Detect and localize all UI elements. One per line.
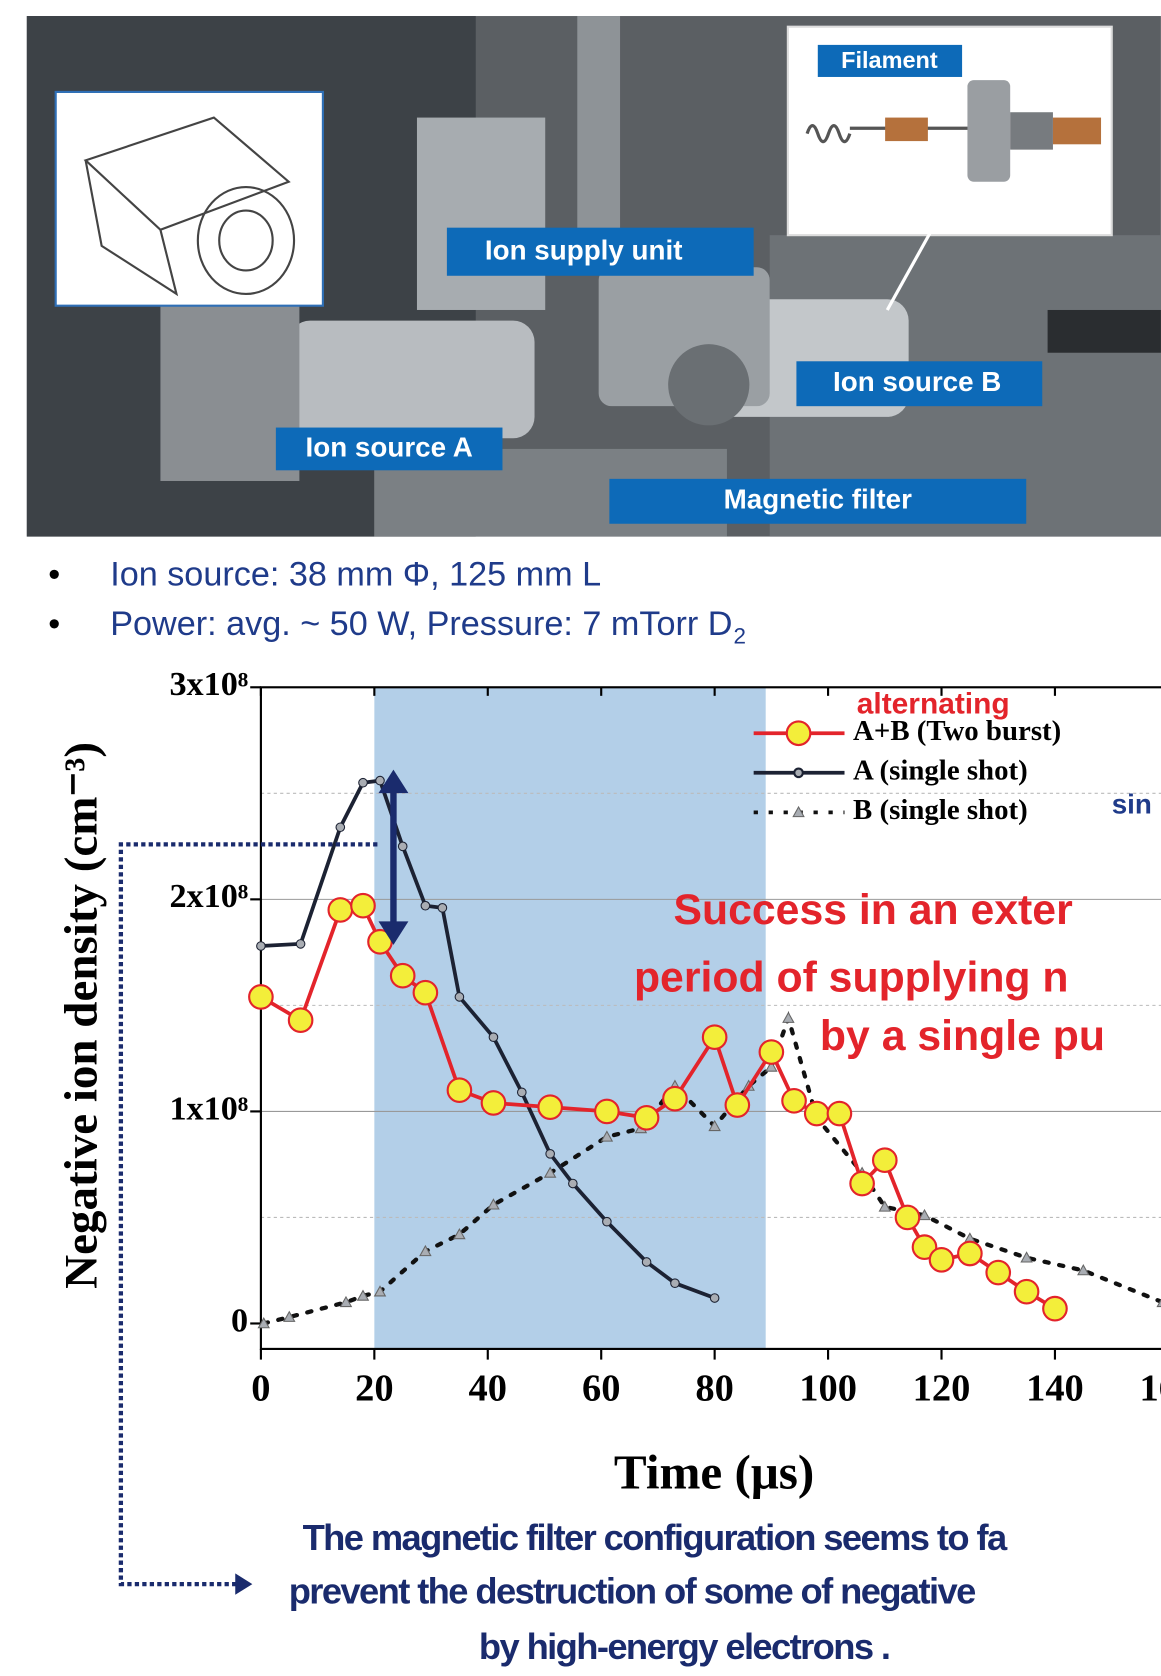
- x-tick-label: 40: [469, 1368, 507, 1410]
- marker: [448, 1078, 472, 1102]
- page: Filament Ion supply unit Ion source B Io…: [0, 0, 1161, 1676]
- slide: Filament Ion supply unit Ion source B Io…: [0, 0, 1161, 1676]
- marker: [726, 1093, 750, 1117]
- annotation: sin: [1112, 788, 1152, 819]
- marker: [782, 1089, 806, 1113]
- legend-label: A (single shot): [853, 754, 1028, 786]
- conclusion-line: The magnetic filter configuration seems …: [303, 1517, 1008, 1558]
- marker: [603, 1217, 612, 1226]
- annotation: by a single pu: [820, 1012, 1105, 1060]
- marker: [671, 1279, 680, 1288]
- marker: [873, 1148, 897, 1172]
- marker: [1015, 1280, 1039, 1304]
- marker: [896, 1206, 920, 1230]
- x-tick-label: 100: [799, 1368, 857, 1410]
- marker: [329, 898, 353, 922]
- marker: [642, 1258, 651, 1267]
- x-tick-label: 120: [913, 1368, 971, 1410]
- x-tick-label: 160: [1140, 1368, 1161, 1410]
- annotation: period of supplying n: [634, 953, 1069, 1001]
- photo-label: Filament: [841, 47, 938, 73]
- bullet: Ion source: 38 mm Φ, 125 mm L: [110, 556, 601, 594]
- marker: [336, 823, 345, 832]
- bullet-subscript: 2: [733, 623, 745, 648]
- x-tick-label: 140: [1026, 1368, 1084, 1410]
- marker: [569, 1179, 578, 1188]
- marker: [398, 842, 407, 851]
- marker: [538, 1095, 562, 1119]
- marker: [663, 1087, 687, 1111]
- marker: [414, 981, 438, 1005]
- bullet: Power: avg. ~ 50 W, Pressure: 7 mTorr D: [110, 605, 732, 643]
- marker: [850, 1172, 874, 1196]
- marker: [257, 942, 266, 951]
- x-tick-label: 0: [251, 1368, 270, 1410]
- marker: [391, 964, 415, 988]
- annotation: Success in an exter: [673, 886, 1072, 934]
- marker: [421, 901, 430, 910]
- marker: [438, 904, 447, 913]
- marker: [703, 1025, 727, 1049]
- x-tick-label: 20: [355, 1368, 393, 1410]
- marker: [359, 778, 368, 787]
- marker: [783, 1013, 794, 1023]
- y-tick-label: 3x10⁸: [169, 666, 248, 703]
- marker: [635, 1106, 659, 1130]
- marker: [1043, 1297, 1067, 1321]
- marker: [489, 1033, 498, 1042]
- marker: [289, 1008, 313, 1032]
- legend-label: B (single shot): [853, 794, 1028, 826]
- y-axis-label: Negative ion density (cm⁻³): [55, 742, 107, 1289]
- marker: [376, 776, 385, 785]
- marker: [710, 1294, 719, 1303]
- marker: [455, 993, 464, 1002]
- marker: [518, 1088, 527, 1097]
- bullet-dot: •: [48, 605, 60, 643]
- y-tick-label: 0: [231, 1302, 248, 1339]
- marker: [296, 940, 305, 949]
- marker: [958, 1242, 982, 1266]
- marker: [828, 1102, 852, 1126]
- conclusion: The magnetic filter configuration seems …: [289, 1517, 1008, 1667]
- annotation: alternating: [857, 687, 1010, 720]
- marker: [595, 1100, 619, 1124]
- photo-label: Ion source B: [833, 366, 1001, 397]
- conclusion-line: prevent the destruction of some of negat…: [289, 1570, 975, 1611]
- marker: [805, 1102, 829, 1126]
- marker: [482, 1091, 506, 1115]
- y-tick-label: 1x10⁸: [169, 1090, 248, 1127]
- photo-label: Ion source A: [306, 431, 473, 462]
- marker: [546, 1150, 555, 1159]
- photo: Filament Ion supply unit Ion source B Io…: [27, 16, 1161, 537]
- legend-marker: [794, 769, 803, 778]
- photo-label: Magnetic filter: [724, 484, 913, 515]
- x-axis-label: Time (μs): [614, 1444, 814, 1499]
- legend-marker: [787, 721, 811, 745]
- marker: [930, 1248, 954, 1272]
- photo-label: Ion supply unit: [485, 235, 683, 266]
- conclusion-line: by high-energy electrons .: [479, 1626, 890, 1667]
- x-tick-label: 80: [695, 1368, 733, 1410]
- marker: [986, 1261, 1010, 1285]
- marker: [249, 985, 273, 1009]
- chart: 0 1x10⁸ 2x10⁸ 3x10⁸ 0 20 40 60 80 100 120 140 160 Tim…: [55, 666, 1161, 1499]
- marker: [351, 894, 375, 918]
- x-tick-label: 60: [582, 1368, 620, 1410]
- y-tick-label: 2x10⁸: [169, 878, 248, 915]
- bullet-dot: •: [48, 556, 60, 594]
- marker: [760, 1040, 784, 1064]
- bullet-list: • Ion source: 38 mm Φ, 125 mm L • Power:…: [48, 556, 746, 649]
